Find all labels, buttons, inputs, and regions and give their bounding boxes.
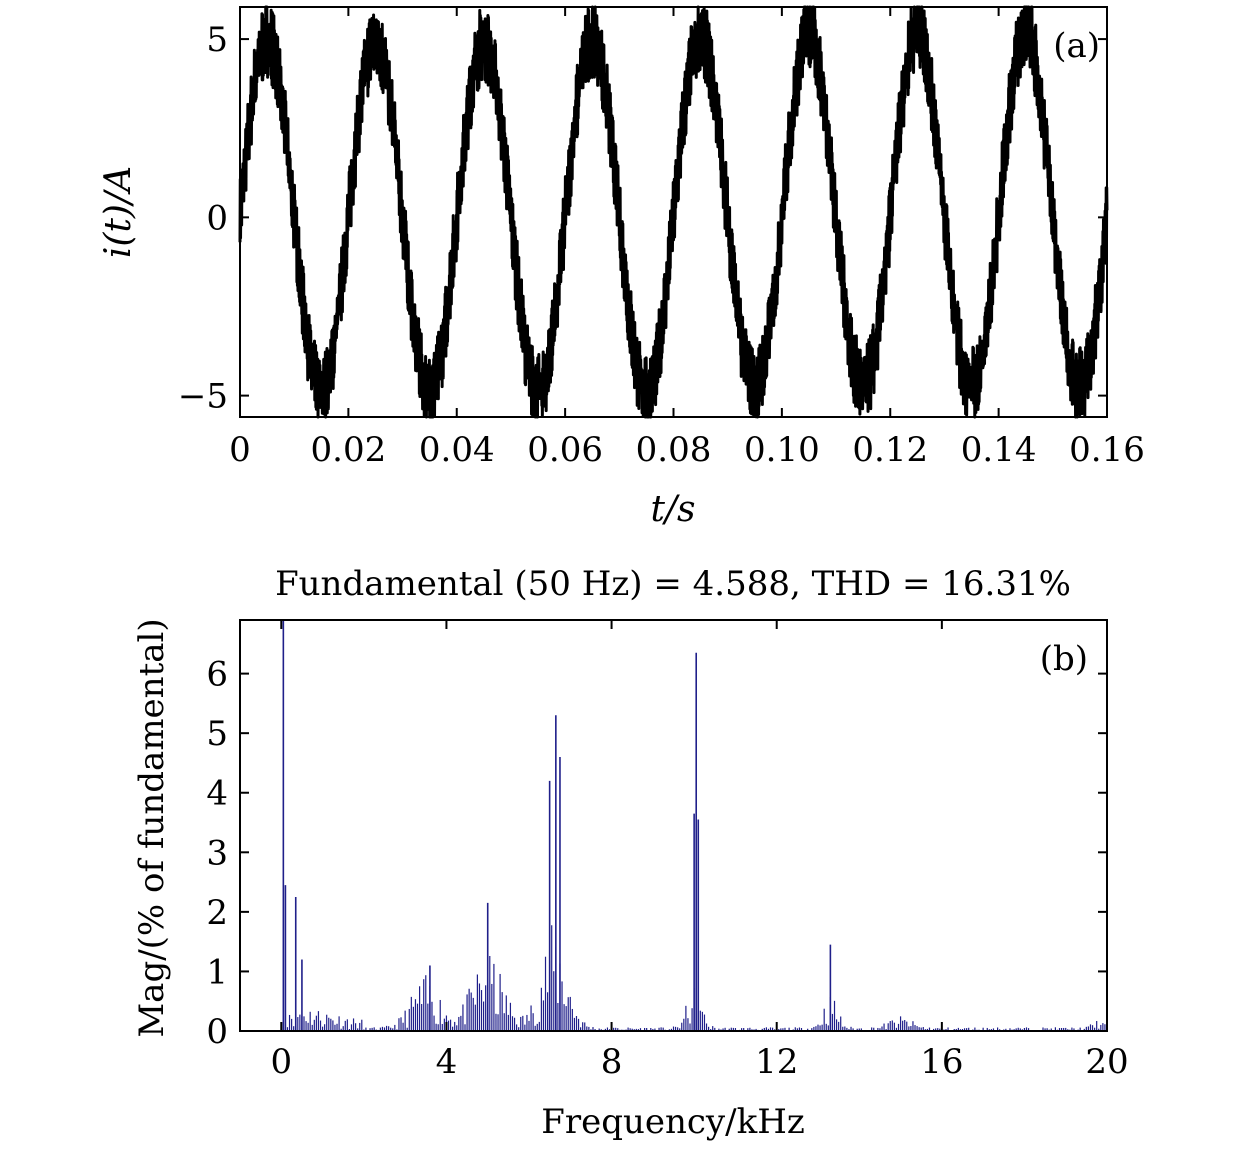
spectrum-title: Fundamental (50 Hz) = 4.588, THD = 16.31… (275, 564, 1071, 604)
waveform-x-tick-label: 0 (229, 430, 251, 470)
waveform-x-tick-label: 0.08 (636, 430, 712, 470)
spectrum-x-tick-label: 20 (1085, 1042, 1128, 1082)
spectrum-y-tick-label: 3 (206, 833, 228, 873)
spectrum-y-tick-label: 0 (206, 1012, 228, 1052)
waveform-panel-label: (a) (1053, 26, 1100, 66)
spectrum-x-tick-label: 4 (436, 1042, 458, 1082)
spectrum-y-axis-label: Mag/(% of fundamental) (132, 618, 172, 1037)
spectrum-x-tick-label: 0 (270, 1042, 292, 1082)
spectrum-x-ticks: 0 4 8 12 16 20 (270, 620, 1129, 1082)
spectrum-x-axis-label: Frequency/kHz (541, 1102, 805, 1142)
spectrum-y-tick-label: 4 (206, 774, 228, 814)
spectrum-y-tick-label: 2 (206, 893, 228, 933)
waveform-y-tick-label: 5 (206, 20, 228, 60)
waveform-x-tick-label: 0.02 (311, 430, 387, 470)
waveform-y-ticks: −5 0 5 (178, 20, 1107, 417)
waveform-x-tick-label: 0.06 (527, 430, 603, 470)
spectrum-panel-label: (b) (1040, 639, 1088, 679)
spectrum-y-tick-label: 1 (206, 952, 228, 992)
spectrum-panel: Fundamental (50 Hz) = 4.588, THD = 16.31… (132, 564, 1129, 1142)
waveform-x-tick-label: 0.12 (852, 430, 928, 470)
waveform-panel: 0 0.02 0.04 0.06 0.08 0.10 0.12 0.14 0.16 −505 (… (98, 5, 1145, 530)
waveform-x-axis-label: t/s (650, 489, 695, 530)
spectrum-plot-frame (239, 619, 1108, 1032)
spectrum-bars (282, 620, 1106, 1031)
waveform-x-tick-label: 0.16 (1069, 430, 1145, 470)
spectrum-y-tick-label: 5 (206, 714, 228, 754)
waveform-y-axis-label: i(t)/A (98, 166, 139, 258)
spectrum-y-ticks: 0 1 2 3 4 5 6 (206, 655, 1107, 1052)
current-waveform-line (238, 5, 1109, 419)
waveform-x-ticks: 0 0.02 0.04 0.06 0.08 0.10 0.12 0.14 0.16 (229, 7, 1145, 470)
waveform-x-tick-label: 0.10 (744, 430, 820, 470)
waveform-series-path (238, 5, 1109, 419)
spectrum-y-tick-label: 6 (206, 655, 228, 695)
waveform-x-tick-label: 0.14 (961, 430, 1037, 470)
waveform-x-tick-label: 0.04 (419, 430, 495, 470)
spectrum-x-tick-label: 12 (755, 1042, 798, 1082)
spectrum-x-tick-label: 16 (920, 1042, 963, 1082)
waveform-y-tick-label: 0 (206, 198, 228, 238)
spectrum-x-tick-label: 8 (601, 1042, 623, 1082)
waveform-y-tick-label: −5 (178, 377, 228, 417)
